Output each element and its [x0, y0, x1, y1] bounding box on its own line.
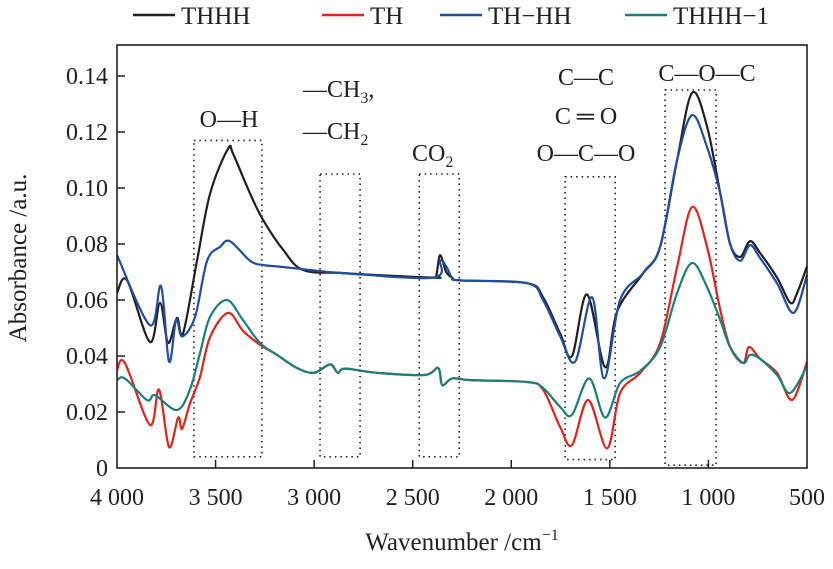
y-tick-label: 0: [96, 456, 108, 482]
series-line-thhh-1: [116, 261, 808, 419]
annotation-region-box: [319, 173, 361, 458]
legend-label: TH: [370, 3, 403, 30]
x-tick-label: 1 000: [681, 485, 735, 511]
x-tick-label: 4 000: [90, 485, 144, 511]
plot-frame: [116, 44, 808, 469]
y-axis-label: Absorbance /a.u.: [5, 174, 32, 343]
annotation-region-box: [564, 176, 616, 461]
x-axis: 4 000 3 500 3 000 2 500 2 000 1 500 1 000 500: [90, 460, 825, 511]
legend-label: TH−HH: [488, 3, 572, 30]
y-tick-label: 0.04: [66, 344, 108, 370]
annotation-c-double-o: C ═ O: [555, 104, 617, 130]
annotation-co2: CO2: [412, 141, 453, 171]
x-tick-label: 3 000: [287, 485, 341, 511]
x-tick-label: 2 000: [484, 485, 538, 511]
y-tick-label: 0.12: [66, 120, 108, 146]
y-tick-label: 0.08: [66, 232, 108, 258]
x-tick-label: 3 500: [189, 485, 243, 511]
annotations: O—H —CH3, —CH2 CO2 C—C C ═ O O—C—O C—O—C: [200, 61, 756, 171]
annotation-oco: O—C—O: [537, 141, 636, 167]
annotation-region-box: [193, 139, 263, 458]
y-tick-label: 0.02: [66, 400, 108, 426]
annotation-ch3: —CH3,: [302, 77, 374, 107]
y-tick-label: 0.06: [66, 288, 108, 314]
legend-label: THHH−1: [673, 3, 769, 30]
legend-label: THHH: [181, 3, 250, 30]
annotation-region-box: [418, 173, 461, 458]
series-line-th: [116, 205, 809, 450]
legend: THHH TH TH−HH THHH−1: [133, 3, 769, 30]
y-axis: 0 0.02 0.04 0.06 0.08 0.10 0.12 0.14: [66, 64, 125, 482]
annotation-oh: O—H: [200, 107, 259, 133]
x-axis-label: Wavenumber /cm−1: [365, 527, 558, 556]
x-tick-label: 1 500: [583, 485, 637, 511]
series-line-th-hh: [116, 114, 809, 380]
x-tick-label: 500: [789, 485, 825, 511]
annotation-ch2: —CH2: [302, 119, 368, 149]
annotation-cc: C—C: [558, 65, 614, 91]
annotation-coc: C—O—C: [658, 61, 755, 87]
y-tick-label: 0.14: [66, 64, 108, 90]
x-tick-label: 2 500: [386, 485, 440, 511]
annotation-region-box: [664, 89, 717, 467]
annotation-regions: [193, 89, 717, 467]
series-lines: [116, 90, 809, 450]
y-tick-label: 0.10: [66, 176, 108, 202]
